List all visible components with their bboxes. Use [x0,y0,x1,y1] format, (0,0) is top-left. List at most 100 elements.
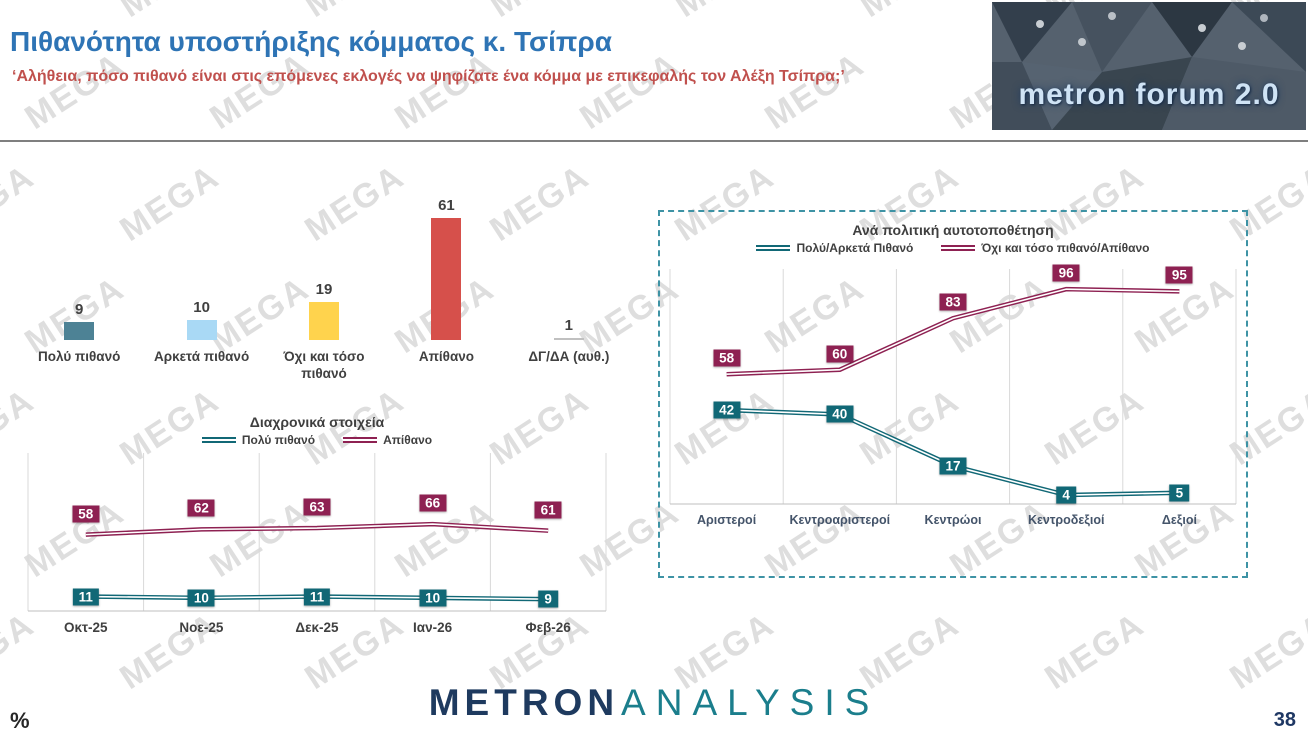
data-label: 9 [538,590,558,608]
watermark-text: MEGA [18,45,132,137]
political-plot: 42 40 17 4 5 58 60 83 96 95 [669,264,1237,505]
data-label: 5 [1169,484,1190,502]
watermark-text: MEGA [1038,605,1152,697]
trend-plot: 11 10 11 10 9 58 62 63 66 61 [27,453,607,612]
data-label: 83 [939,293,967,311]
brand-analysis: ANALYSIS [621,682,880,723]
bar [309,302,340,340]
data-label: 96 [1052,264,1080,282]
watermark-text: MEGA [853,0,966,26]
bar-column: 10 Αρκετά πιθανό [140,180,262,383]
bar [553,338,584,340]
category-label: Κεντροαριστεροί [789,513,891,527]
trend-plot-cats: Οκτ-25 Νοε-25 Δεκ-25 Ιαν-26 Φεβ-26 [28,611,606,635]
political-plot-cats: Αριστεροί Κεντροαριστεροί Κεντρώοι Κεντροδε… [670,504,1236,527]
bar-value-label: 19 [315,281,333,298]
watermark-text: MEGA [1223,605,1308,697]
bar-category-label: Απίθανο [418,349,475,364]
category-label: Ιαν-26 [413,620,453,635]
brand-metron: METRON [428,682,620,723]
bar-value-label: 1 [564,317,573,334]
data-label: 40 [826,405,854,423]
bar-chart-columns: 9 Πολύ πιθανό 10 Αρκετά πιθανό 19 Όχι και τόσ… [18,180,630,383]
header-divider [0,140,1308,142]
bar-column: 19 Όχι και τόσο πιθανό [263,180,385,383]
logo-text: metron forum 2.0 [1018,78,1280,111]
political-chart-title: Ανά πολιτική αυτοτοποθέτηση [852,222,1054,238]
data-label: 63 [303,498,331,516]
data-label: 95 [1165,266,1193,284]
legend-swatch-maroon [941,245,976,251]
legend-label: Όχι και τόσο πιθανό/Απίθανο [981,241,1150,255]
political-chart: Ανά πολιτική αυτοτοποθέτηση Πολύ/Αρκετά … [658,210,1248,578]
bar-category-label: Όχι και τόσο πιθανό [283,349,365,381]
bar-column: 1 ΔΓ/ΔΑ (αυθ.) [508,180,630,383]
legend-item: Πολύ/Αρκετά Πιθανό [756,241,913,255]
bar [64,322,95,340]
page-title: Πιθανότητα υποστήριξης κόμματος κ. Τσίπρ… [10,26,612,57]
watermark-text: MEGA [113,0,226,26]
watermark-text: MEGA [0,0,42,26]
watermark-text: MEGA [483,0,596,26]
category-label: Νοε-25 [179,620,224,635]
data-label: 10 [419,589,447,607]
logo-photo [992,2,1306,130]
legend-swatch-teal [756,245,791,251]
line-plot [669,269,1237,505]
data-label: 17 [939,457,967,475]
data-label: 62 [187,499,215,517]
category-label: Δεξιοί [1161,513,1197,527]
data-label: 4 [1056,486,1076,504]
bar-category-label: Αρκετά πιθανό [154,349,250,364]
watermark-text: MEGA [388,45,502,137]
percent-symbol: % [10,708,30,733]
category-label: Δεκ-25 [295,620,339,635]
category-label: Φεβ-26 [525,620,571,635]
watermark-text: MEGA [668,0,781,26]
page-number: 38 [1273,709,1296,731]
watermark-text: MEGA [573,45,687,137]
data-label: 11 [303,588,331,606]
data-label: 11 [72,588,99,606]
bar-value-label: 61 [438,197,455,214]
bar [431,218,462,340]
data-label: 61 [534,501,562,519]
category-label: Οκτ-25 [64,620,108,635]
bar-chart: 9 Πολύ πιθανό 10 Αρκετά πιθανό 19 Όχι και τόσ… [18,180,630,383]
data-label: 42 [713,401,741,419]
bar-column: 61 Απίθανο [385,180,507,383]
legend-item: Απίθανο [343,433,432,447]
legend-swatch-maroon [343,437,378,443]
legend-item: Πολύ πιθανό [201,433,316,447]
legend-swatch-teal [201,437,236,443]
political-legend: Πολύ/Αρκετά Πιθανό Όχι και τόσο πιθανό/Α… [660,241,1246,255]
legend-label: Απίθανο [383,433,433,447]
watermark-text: MEGA [203,45,317,137]
bar-column: 9 Πολύ πιθανό [18,180,140,383]
category-label: Κεντρώοι [924,513,982,527]
legend-label: Πολύ πιθανό [241,433,316,447]
page-subtitle: ‘Αλήθεια, πόσο πιθανό είναι στις επόμενε… [12,68,845,85]
legend-item: Όχι και τόσο πιθανό/Απίθανο [941,241,1150,255]
category-label: Αριστεροί [697,513,757,527]
data-label: 58 [72,505,100,523]
data-label: 66 [419,494,447,512]
bar [186,320,217,340]
trend-chart: Διαχρονικά στοιχεία Πολύ πιθανό Απίθανο … [27,414,607,635]
data-label: 10 [187,589,215,607]
bar-category-label: ΔΓ/ΔΑ (αυθ.) [528,349,610,364]
legend-label: Πολύ/Αρκετά Πιθανό [796,241,914,255]
data-label: 58 [713,349,741,367]
bar-value-label: 9 [75,301,84,318]
metron-forum-logo: metron forum 2.0 [992,2,1306,130]
brand-logo: METRON ANALYSIS [429,682,880,724]
data-label: 60 [826,345,854,363]
watermark-text: MEGA [758,45,872,137]
bar-category-label: Πολύ πιθανό [38,349,121,364]
trend-legend: Πολύ πιθανό Απίθανο [28,433,606,447]
bar-value-label: 10 [193,299,210,316]
trend-chart-title: Διαχρονικά στοιχεία [249,414,385,430]
watermark-text: MEGA [298,0,411,26]
category-label: Κεντροδεξιοί [1027,513,1105,527]
